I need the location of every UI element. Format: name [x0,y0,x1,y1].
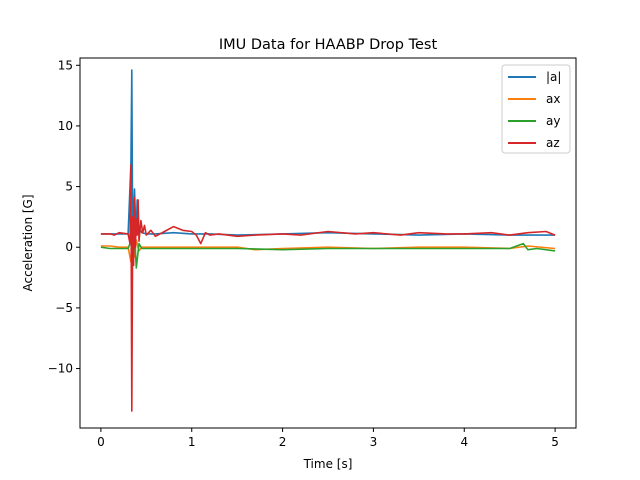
chart-title: IMU Data for HAABP Drop Test [219,37,438,53]
x-tick-label: 0 [97,435,105,449]
legend-label: ax [546,92,560,106]
x-axis: 0 1 2 3 4 5 [97,428,559,449]
x-axis-label: Time [s] [303,457,353,471]
legend-label: |a| [546,70,561,84]
y-tick-label: 5 [65,180,73,194]
series-line-3 [100,164,556,412]
y-tick-label: −5 [55,301,73,315]
legend-label: az [546,136,560,150]
axes-frame [79,57,577,429]
x-tick-label: 3 [370,435,378,449]
y-tick-label: 15 [58,58,73,72]
legend-box [501,64,571,154]
y-tick-label: 0 [65,240,73,254]
y-tick-label: −10 [48,362,73,376]
y-tick-label: 10 [58,119,73,133]
x-tick-label: 4 [460,435,468,449]
series-line-1 [100,228,556,263]
x-tick-label: 1 [188,435,196,449]
x-tick-label: 2 [279,435,287,449]
y-axis: −10 −5 0 5 10 15 [48,58,80,376]
y-axis-label: Acceleration [G] [21,194,35,291]
plot-area [100,69,556,412]
legend-label: ay [546,114,560,128]
legend: |a| ax ay az [501,64,571,154]
x-tick-label: 5 [551,435,559,449]
